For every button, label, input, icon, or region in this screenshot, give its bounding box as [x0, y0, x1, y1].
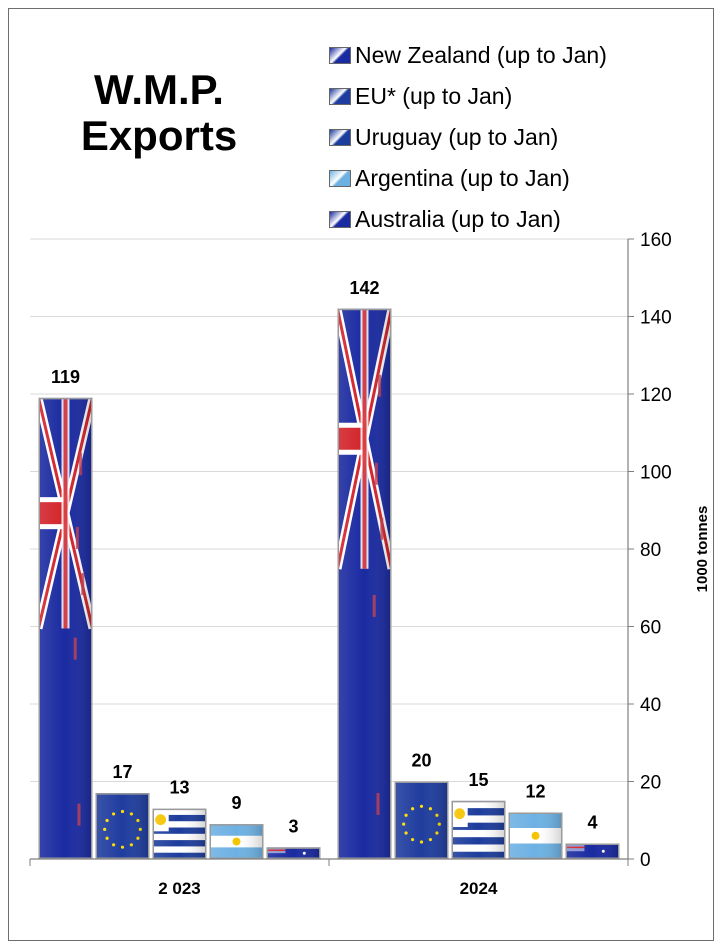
legend-swatch — [329, 129, 351, 146]
chart-legend: New Zealand (up to Jan) EU* (up to Jan) Ur… — [329, 35, 607, 240]
legend-label: New Zealand (up to Jan) — [355, 42, 607, 68]
legend-item: EU* (up to Jan) — [329, 76, 607, 117]
legend-item: New Zealand (up to Jan) — [329, 35, 607, 76]
legend-label: Uruguay (up to Jan) — [355, 124, 559, 150]
legend-label: Australia (up to Jan) — [355, 206, 561, 232]
chart-title-line-2: Exports — [80, 112, 238, 159]
chart-title: W.M.P. Exports — [49, 67, 269, 159]
legend-item: Argentina (up to Jan) — [329, 158, 607, 199]
legend-item: Uruguay (up to Jan) — [329, 117, 607, 158]
chart-title-line-1: W.M.P. — [94, 66, 224, 113]
legend-label: EU* (up to Jan) — [355, 83, 513, 109]
legend-swatch — [329, 88, 351, 105]
legend-label: Argentina (up to Jan) — [355, 165, 570, 191]
legend-item: Australia (up to Jan) — [329, 199, 607, 240]
legend-swatch — [329, 170, 351, 187]
legend-swatch — [329, 47, 351, 64]
chart-frame: W.M.P. Exports New Zealand (up to Jan) EU… — [8, 8, 714, 941]
legend-swatch — [329, 211, 351, 228]
